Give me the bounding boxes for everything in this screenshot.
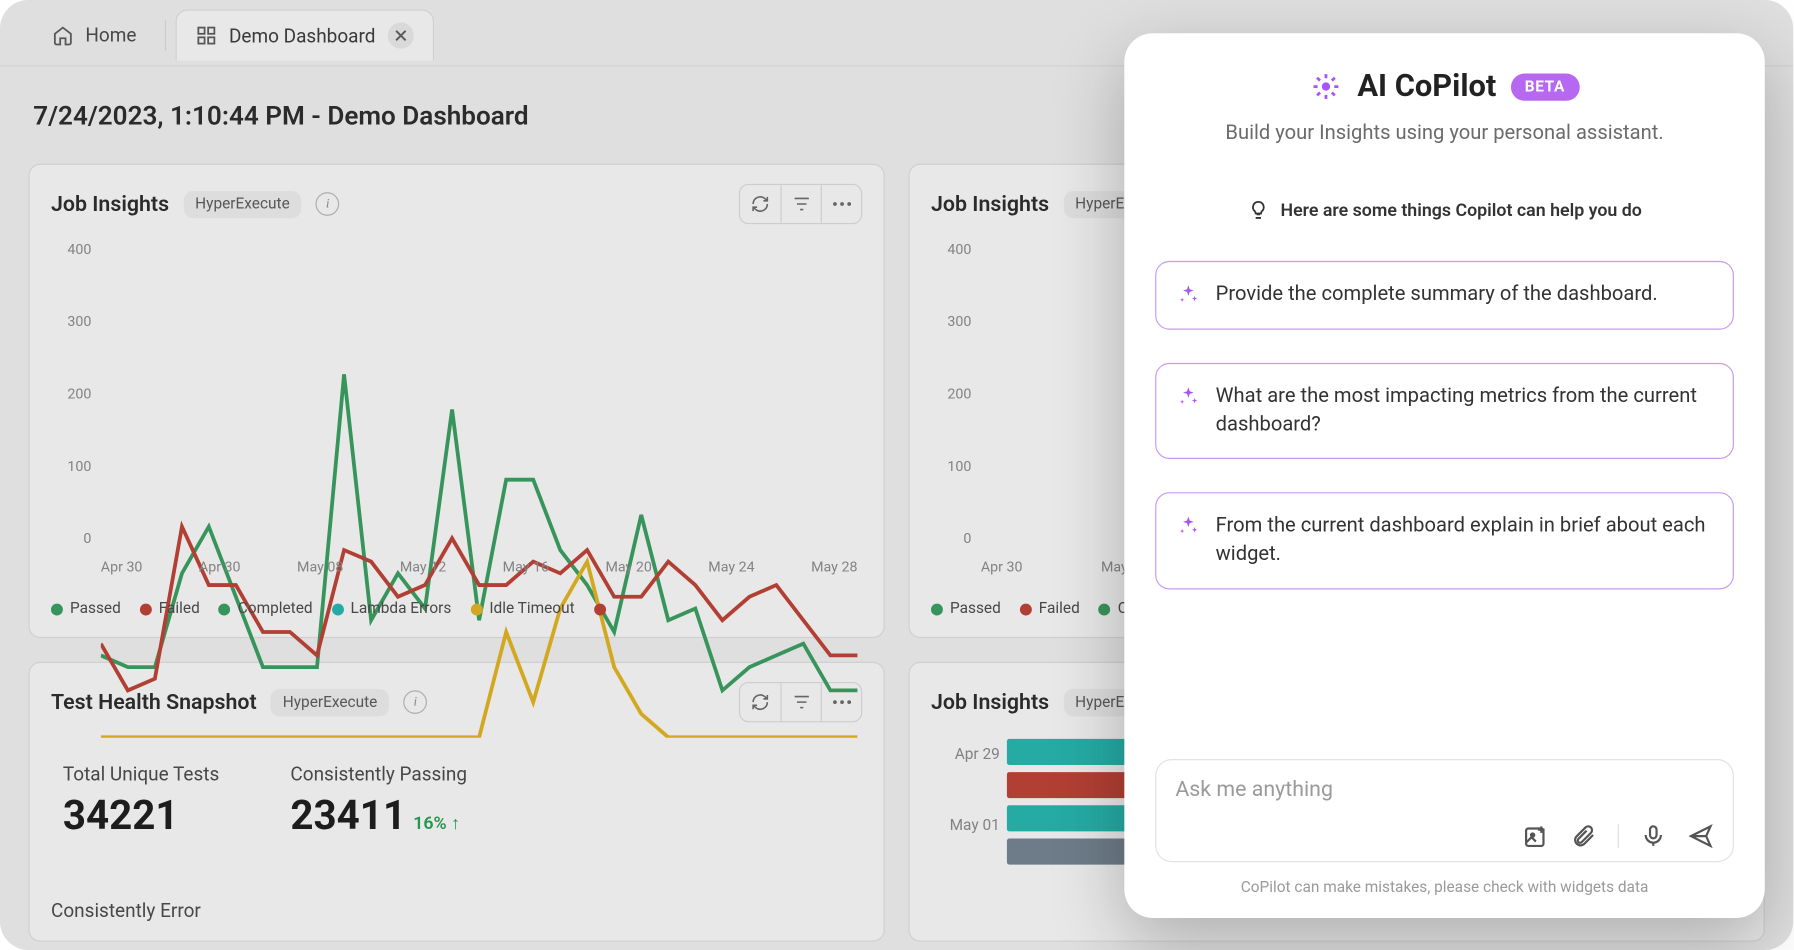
metric-consistently-error-label: Consistently Error (51, 899, 862, 922)
metric-unique-tests: Total Unique Tests 34221 (63, 763, 219, 840)
suggestion-1[interactable]: Provide the complete summary of the dash… (1155, 261, 1734, 330)
close-icon (394, 30, 406, 42)
line-series (101, 246, 858, 738)
copilot-hint: Here are some things Copilot can help yo… (1155, 199, 1734, 220)
metric-number: 23411 (290, 792, 406, 839)
copilot-input-box (1155, 759, 1734, 862)
chart-legend: PassedFailedCompletedLambda ErrorsIdle T… (51, 600, 862, 618)
tab-dashboard-label: Demo Dashboard (229, 24, 375, 47)
refresh-icon (751, 195, 770, 214)
copilot-input-actions (1175, 823, 1713, 849)
info-icon[interactable]: i (316, 192, 340, 216)
sparkle-icon (1178, 283, 1199, 304)
sparkle-icon (1178, 385, 1199, 406)
plot-area (101, 246, 858, 547)
tab-close-button[interactable] (387, 23, 413, 49)
metric-value: 23411 16% ↑ (290, 792, 467, 839)
x-axis: Apr 30Apr 30May 08May 12May 16May 20May … (101, 559, 858, 576)
separator (1618, 824, 1619, 848)
y-axis: 4003002001000 (51, 241, 98, 547)
refresh-button[interactable] (740, 185, 780, 223)
metric-label: Total Unique Tests (63, 763, 219, 786)
copilot-footer: CoPilot can make mistakes, please check … (1155, 879, 1734, 897)
filter-icon (792, 195, 811, 214)
copilot-header: AI CoPilot BETA (1155, 69, 1734, 105)
y-axis: 4003002001000 (931, 241, 978, 547)
metric-value: 34221 (63, 792, 219, 839)
copilot-title: AI CoPilot (1357, 69, 1496, 105)
suggestion-text: Provide the complete summary of the dash… (1216, 281, 1658, 309)
metric-label: Consistently Passing (290, 763, 467, 786)
copilot-subtitle: Build your Insights using your personal … (1155, 121, 1734, 145)
widget-title: Job Insights (931, 690, 1049, 715)
home-icon (52, 24, 73, 45)
copilot-panel: AI CoPilot BETA Build your Insights usin… (1124, 33, 1764, 918)
widget-job-insights-line: Job Insights HyperExecute i 400300200100… (28, 164, 884, 638)
tab-dashboard[interactable]: Demo Dashboard (176, 9, 434, 60)
copilot-hint-text: Here are some things Copilot can help yo… (1280, 199, 1641, 220)
beta-badge: BETA (1511, 73, 1580, 100)
tab-home-label: Home (85, 24, 136, 47)
filter-button[interactable] (780, 185, 820, 223)
snapshot-metrics: Total Unique Tests 34221 Consistently Pa… (51, 739, 862, 864)
image-add-icon[interactable] (1523, 823, 1549, 849)
send-icon[interactable] (1688, 823, 1714, 849)
suggestion-text: From the current dashboard explain in br… (1216, 513, 1712, 569)
microphone-icon[interactable] (1640, 823, 1666, 849)
tab-home[interactable]: Home (33, 12, 155, 58)
copilot-logo-icon (1310, 70, 1343, 103)
widget-title: Job Insights (51, 192, 169, 217)
lightbulb-icon (1247, 199, 1268, 220)
widget-toolbar (739, 184, 862, 224)
attachment-icon[interactable] (1570, 823, 1596, 849)
line-chart: 4003002001000 Apr 30Apr 30May 08May 12Ma… (51, 241, 862, 618)
suggestion-text: What are the most impacting metrics from… (1216, 383, 1712, 439)
widget-title: Job Insights (931, 192, 1049, 217)
dashboard-icon (196, 25, 217, 46)
page-title: 7/24/2023, 1:10:44 PM - Demo Dashboard (33, 101, 528, 131)
dots-icon (832, 202, 851, 207)
widget-source-pill: HyperExecute (183, 190, 301, 217)
more-button[interactable] (821, 185, 861, 223)
copilot-text-input[interactable] (1175, 777, 1713, 802)
sparkle-icon (1178, 515, 1199, 536)
suggestion-2[interactable]: What are the most impacting metrics from… (1155, 363, 1734, 460)
metric-delta: 16% ↑ (413, 812, 460, 833)
suggestion-3[interactable]: From the current dashboard explain in br… (1155, 493, 1734, 590)
tab-separator (165, 20, 166, 51)
metric-consistently-passing: Consistently Passing 23411 16% ↑ (290, 763, 467, 840)
